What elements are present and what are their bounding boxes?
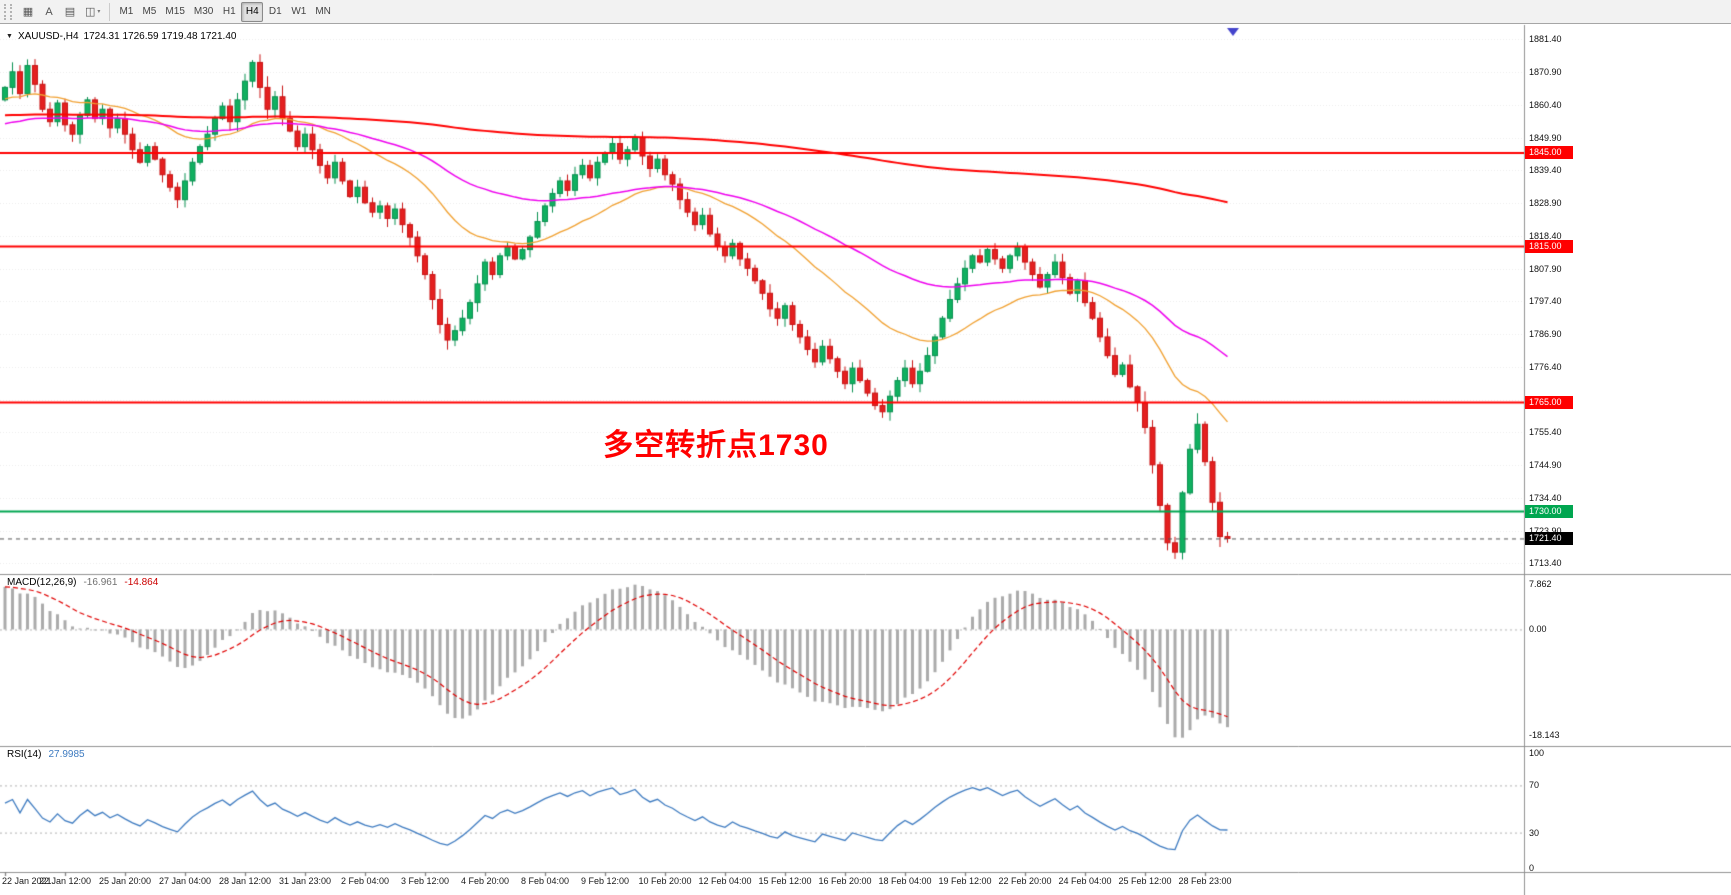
chart-menu-icon[interactable]: ▼ [6, 33, 13, 40]
price-axis-label: 1870.90 [1529, 67, 1562, 78]
macd-indicator-label: MACD(12,26,9) -16.961 -14.864 [7, 577, 158, 588]
chart-text-annotation[interactable]: 多空转折点1730 [603, 429, 829, 462]
time-axis-label: 24 Feb 04:00 [1058, 876, 1112, 886]
chart-template-icon: ◫ [85, 6, 96, 18]
time-axis-label: 2 Feb 04:00 [340, 876, 390, 886]
macd-axis-label: -18.143 [1529, 730, 1560, 740]
timeframe-button-M30[interactable]: M30 [190, 2, 217, 22]
rsi-value: 27.9985 [48, 749, 85, 760]
macd-axis-label: 0.00 [1529, 624, 1547, 635]
price-axis-label: 1797.40 [1529, 296, 1562, 307]
chart-template-icon-button[interactable]: ◫ ▾ [81, 2, 104, 22]
timeframe-button-M1[interactable]: M1 [115, 2, 137, 22]
time-axis-label: 9 Feb 12:00 [580, 876, 630, 886]
timeframe-button-M15[interactable]: M15 [161, 2, 188, 22]
chart-layout-icon: ▤ [64, 6, 76, 18]
text-annotation-icon-button[interactable]: A [39, 2, 59, 22]
timeframe-button-M5[interactable]: M5 [138, 2, 160, 22]
price-axis-label: 1744.90 [1529, 460, 1562, 471]
time-axis-label: 15 Feb 12:00 [758, 876, 812, 886]
current-price-badge: 1721.40 [1525, 531, 1573, 545]
price-line-badge: 1815.00 [1525, 239, 1573, 253]
time-axis-label: 31 Jan 23:00 [278, 876, 332, 886]
time-axis-label: 12 Feb 04:00 [698, 876, 752, 886]
time-axis-label: 16 Feb 20:00 [818, 876, 872, 886]
time-axis-label: 28 Jan 12:00 [218, 876, 272, 886]
time-axis-label: 3 Feb 12:00 [400, 876, 450, 886]
macd-signal-value: -14.864 [124, 577, 159, 588]
time-axis-label: 4 Feb 20:00 [460, 876, 510, 886]
chart-window-icon: ▦ [22, 6, 34, 18]
time-axis-label: 22 Jan 12:00 [38, 876, 92, 886]
price-axis-label: 1786.90 [1529, 329, 1562, 340]
time-axis-label: 22 Jan 2021 [2, 876, 52, 886]
price-axis-label: 1807.90 [1529, 263, 1562, 274]
price-axis-label: 1776.40 [1529, 361, 1562, 372]
rsi-axis-label: 100 [1529, 748, 1545, 758]
price-axis-label: 1881.40 [1529, 34, 1562, 45]
price-line-badge: 1845.00 [1525, 146, 1573, 160]
time-axis-label: 27 Jan 04:00 [158, 876, 212, 886]
rsi-axis-label: 30 [1529, 827, 1540, 838]
price-axis-label: 1839.40 [1529, 165, 1562, 176]
chart-symbol-period: XAUUSD-,H4 [17, 31, 79, 42]
text-annotation-icon: A [45, 5, 53, 18]
price-line-badge: 1730.00 [1525, 505, 1573, 519]
time-axis-label: 18 Feb 04:00 [878, 876, 932, 886]
price-axis-label: 1723.90 [1529, 525, 1562, 536]
price-line-badge: 1765.00 [1525, 395, 1573, 409]
chart-layout-icon-button[interactable]: ▤ [60, 2, 80, 22]
timeframe-button-D1[interactable]: D1 [264, 2, 286, 22]
chart-title: ▼ XAUUSD-,H4 1724.31 1726.59 1719.48 172… [6, 31, 236, 42]
time-axis-label: 22 Feb 20:00 [998, 876, 1052, 886]
timeframe-button-H4[interactable]: H4 [241, 1, 264, 22]
toolbar-grip-handle[interactable] [4, 3, 12, 20]
chart-ohlc-values: 1724.31 1726.59 1719.48 1721.40 [83, 31, 237, 42]
time-axis-label: 25 Jan 20:00 [98, 876, 152, 886]
price-axis-label: 1860.40 [1529, 99, 1562, 110]
price-axis-label: 1818.40 [1529, 230, 1562, 241]
timeframe-button-MN[interactable]: MN [311, 2, 335, 22]
time-axis-label: 10 Feb 20:00 [638, 876, 692, 886]
time-axis-label: 28 Feb 23:00 [1178, 876, 1232, 886]
macd-axis-label: 7.862 [1529, 578, 1552, 589]
timeframe-button-W1[interactable]: W1 [287, 2, 310, 22]
rsi-axis-label: 0 [1529, 863, 1535, 873]
rsi-indicator-label: RSI(14) 27.9985 [7, 749, 85, 760]
price-axis-label: 1849.90 [1529, 132, 1562, 143]
price-axis-label: 1828.90 [1529, 198, 1562, 209]
macd-name: MACD(12,26,9) [7, 577, 77, 588]
time-axis-label: 19 Feb 12:00 [938, 876, 992, 886]
time-axis-label: 25 Feb 12:00 [1118, 876, 1172, 886]
rsi-axis-label: 70 [1529, 780, 1540, 791]
chart-window-icon-button[interactable]: ▦ [18, 2, 38, 22]
macd-main-value: -16.961 [83, 577, 118, 588]
timeframe-button-H1[interactable]: H1 [218, 2, 240, 22]
toolbar-separator [109, 2, 111, 21]
time-axis-label: 8 Feb 04:00 [520, 876, 570, 886]
price-axis-label: 1713.40 [1529, 558, 1562, 569]
dropdown-caret-icon: ▾ [97, 9, 101, 15]
price-axis-label: 1734.40 [1529, 492, 1562, 503]
rsi-name: RSI(14) [7, 749, 42, 760]
toolbar: ▦ A ▤ ◫ ▾ M1 M5 M15 M30 H1 H4 D1 W1 MN [0, 0, 1731, 24]
price-axis-label: 1755.40 [1529, 427, 1562, 438]
